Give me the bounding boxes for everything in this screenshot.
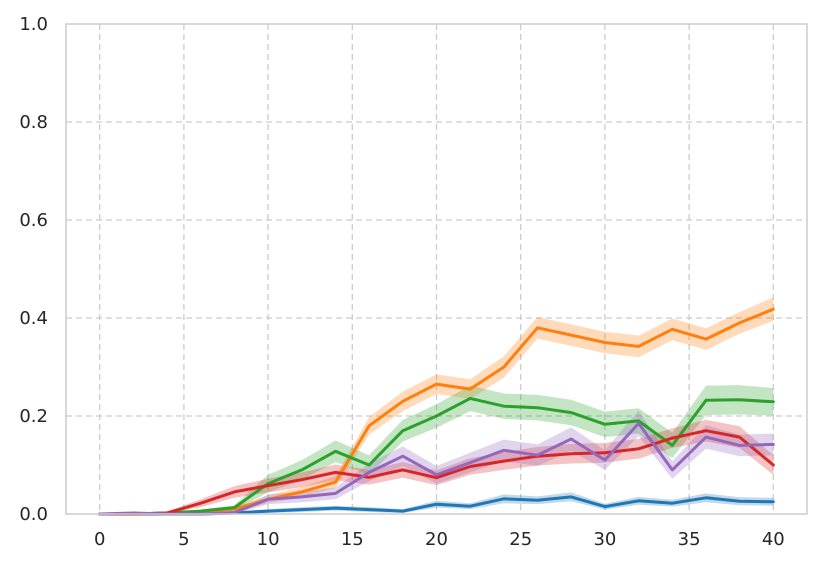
y-tick-label: 0.6 <box>19 210 48 231</box>
series-3-band <box>99 385 774 514</box>
x-tick-label: 30 <box>593 529 616 550</box>
y-tick-label: 0.4 <box>19 308 48 329</box>
series-4-line <box>98 429 775 516</box>
y-tick-label: 0.8 <box>19 112 48 133</box>
plot-frame <box>65 23 808 515</box>
x-tick-label: 35 <box>678 529 701 550</box>
x-tick-label: 10 <box>257 529 280 550</box>
series-4-band <box>99 419 774 514</box>
y-tick-label: 1.0 <box>19 14 48 35</box>
x-tick-label: 5 <box>178 529 189 550</box>
y-tick-label: 0.2 <box>19 406 48 427</box>
x-tick-label: 0 <box>94 529 105 550</box>
y-axis-tick-labels: 0.0 0.2 0.4 0.6 0.8 1.0 <box>19 14 48 525</box>
series-2-band <box>99 297 774 514</box>
series-3-line <box>98 396 775 516</box>
y-tick-label: 0.0 <box>19 504 48 525</box>
x-tick-label: 15 <box>341 529 364 550</box>
x-axis-tick-labels: 0 5 10 15 20 25 30 35 40 <box>94 529 785 550</box>
x-tick-label: 20 <box>425 529 448 550</box>
x-tick-label: 25 <box>509 529 532 550</box>
x-tick-label: 40 <box>762 529 785 550</box>
